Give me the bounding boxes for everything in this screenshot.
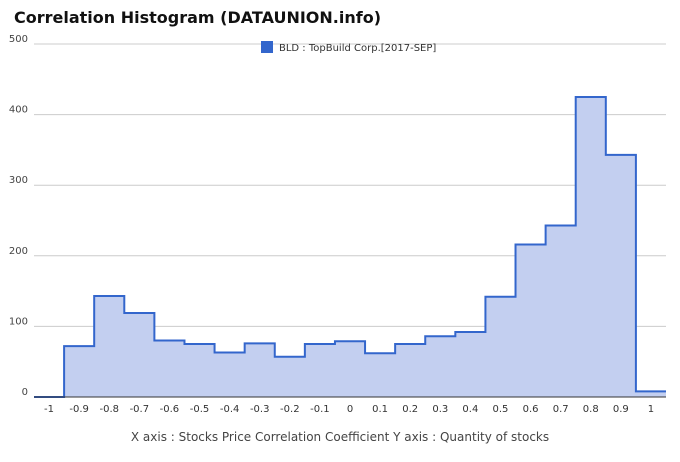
y-tick-label: 100 bbox=[9, 316, 28, 327]
y-tick-label: 500 bbox=[9, 34, 28, 45]
x-tick-label: -0.3 bbox=[250, 404, 270, 415]
axis-caption: X axis : Stocks Price Correlation Coeffi… bbox=[130, 430, 550, 444]
y-tick-label: 0 bbox=[22, 387, 28, 398]
x-tick-label: 0.6 bbox=[523, 404, 539, 415]
y-tick-label: 400 bbox=[9, 105, 28, 116]
x-tick-label: 0.9 bbox=[613, 404, 629, 415]
series-line bbox=[34, 95, 666, 398]
x-tick-label: 0.7 bbox=[553, 404, 569, 415]
x-tick-label: 0 bbox=[347, 404, 353, 415]
series-area bbox=[34, 95, 666, 398]
legend-swatch bbox=[261, 41, 273, 53]
x-tick-label: -1 bbox=[44, 404, 54, 415]
x-tick-label: 0.1 bbox=[372, 404, 388, 415]
x-tick-label: 0.8 bbox=[583, 404, 599, 415]
x-tick-label: -0.6 bbox=[160, 404, 180, 415]
y-axis-labels: 0 100 200 300 400 500 bbox=[9, 34, 28, 398]
x-tick-label: -0.4 bbox=[220, 404, 240, 415]
x-tick-label: -0.5 bbox=[190, 404, 210, 415]
x-tick-label: 1 bbox=[648, 404, 654, 415]
x-axis-labels: -1 -0.9 -0.8 -0.7 -0.6 -0.5 -0.4 -0.3 -0.2 -0.1 0 0… bbox=[44, 404, 654, 415]
x-tick-label: -0.7 bbox=[130, 404, 150, 415]
x-tick-label: -0.1 bbox=[310, 404, 330, 415]
legend[interactable]: BLD : TopBuild Corp.[2017-SEP] bbox=[261, 41, 436, 54]
x-tick-label: 0.2 bbox=[402, 404, 418, 415]
legend-label: BLD : TopBuild Corp.[2017-SEP] bbox=[279, 43, 436, 54]
chart-title: Correlation Histogram (DATAUNION.info) bbox=[14, 8, 381, 27]
x-tick-label: -0.2 bbox=[280, 404, 300, 415]
x-tick-label: -0.9 bbox=[69, 404, 89, 415]
x-tick-label: -0.8 bbox=[99, 404, 119, 415]
series-area-fill bbox=[34, 96, 666, 397]
y-tick-label: 300 bbox=[9, 175, 28, 186]
x-tick-label: 0.3 bbox=[432, 404, 448, 415]
x-tick-label: 0.4 bbox=[462, 404, 478, 415]
x-tick-label: 0.5 bbox=[493, 404, 509, 415]
y-tick-label: 200 bbox=[9, 246, 28, 257]
